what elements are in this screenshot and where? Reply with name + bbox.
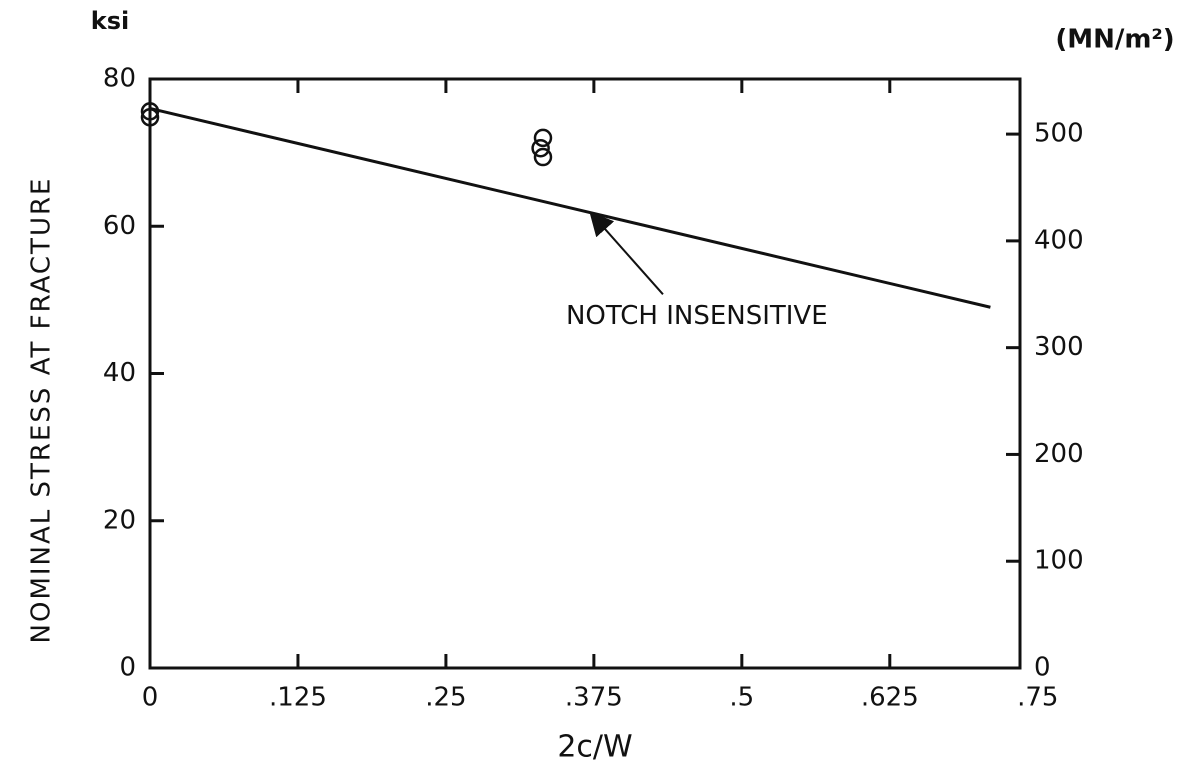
data-point [531, 138, 550, 158]
y-unit-label: ksi [91, 7, 129, 35]
y2-tick-label: 300 [1034, 332, 1084, 362]
annotation-arrow [589, 211, 664, 295]
x-tick-label: .25 [425, 683, 466, 713]
x-axis-label: 2c/W [557, 730, 632, 765]
x-tick-label: .375 [565, 683, 623, 713]
y-axis-label: NOMINAL STRESS AT FRACTURE [27, 177, 57, 644]
data-point [140, 108, 160, 127]
y-tick-label: 80 [103, 64, 136, 94]
x-tick-label: .75 [1017, 683, 1058, 713]
y2-tick-label: 200 [1034, 439, 1084, 469]
y-tick-label: 60 [103, 211, 136, 241]
data-point [533, 128, 553, 148]
y2-tick-label: 0 [1034, 653, 1051, 683]
trend-line [149, 106, 991, 309]
annotation: NOTCH INSENSITIVE [566, 301, 828, 331]
x-tick-label: .5 [729, 683, 754, 713]
x-tick-label: 0 [142, 683, 159, 713]
y-tick-label: 0 [119, 653, 136, 683]
y2-tick-label: 100 [1034, 546, 1084, 576]
y2-unit-label: (MN/m²) [1055, 25, 1174, 55]
y-tick-label: 20 [103, 505, 136, 535]
plot-frame [148, 77, 1022, 670]
y2-tick-label: 500 [1034, 119, 1084, 149]
x-tick-label: .625 [861, 683, 919, 713]
y2-tick-label: 400 [1034, 225, 1084, 255]
x-tick-label: .125 [269, 683, 327, 713]
data-point [533, 147, 553, 167]
y-tick-label: 40 [103, 358, 136, 388]
data-point [140, 102, 160, 121]
